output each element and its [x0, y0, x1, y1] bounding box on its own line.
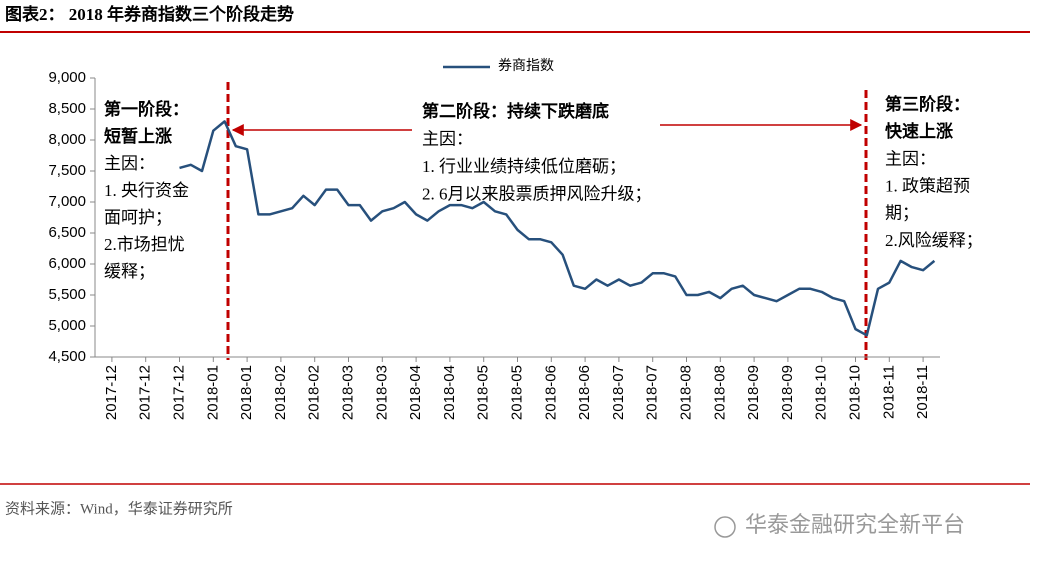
x-tick-label: 2018-10 [846, 365, 863, 420]
x-tick-label: 2018-08 [711, 365, 728, 420]
annotation: 第二阶段：持续下跌磨底 [422, 101, 609, 121]
legend-label: 券商指数 [498, 58, 554, 74]
annotation: 2.市场担忧 [104, 235, 185, 254]
watermark-icon [714, 516, 736, 538]
x-tick-label: 2018-09 [779, 365, 796, 420]
x-tick-label: 2018-02 [272, 365, 289, 420]
x-tick-label: 2018-07 [644, 365, 661, 420]
annotation: 主因： [422, 129, 473, 148]
x-tick-label: 2018-01 [238, 365, 255, 420]
x-tick-label: 2018-11 [880, 365, 897, 419]
annotation: 第三阶段： [885, 94, 970, 114]
y-tick-label: 8,500 [48, 100, 86, 117]
y-tick-label: 6,000 [48, 255, 86, 272]
x-tick-label: 2018-01 [204, 365, 221, 420]
x-tick-label: 2017-12 [103, 365, 120, 420]
annotation: 1. 政策超预 [885, 177, 970, 196]
y-tick-label: 7,000 [48, 193, 86, 210]
x-tick-label: 2018-08 [677, 365, 694, 420]
x-tick-label: 2018-02 [306, 365, 323, 420]
x-tick-label: 2018-06 [576, 365, 593, 420]
y-tick-label: 7,500 [48, 162, 86, 179]
x-tick-label: 2018-09 [745, 365, 762, 420]
x-tick-label: 2018-07 [610, 365, 627, 420]
annotation: 2. 6月以来股票质押风险升级； [422, 184, 652, 203]
y-tick-label: 9,000 [48, 69, 86, 86]
x-tick-label: 2018-03 [373, 365, 390, 420]
annotation: 2.风险缓释； [885, 231, 983, 250]
y-tick-label: 5,500 [48, 286, 86, 303]
x-tick-label: 2018-04 [407, 365, 424, 420]
annotation: 1. 行业业绩持续低位磨砺； [422, 157, 626, 176]
annotation: 主因： [885, 149, 936, 168]
annotation: 主因： [104, 154, 155, 173]
x-tick-label: 2017-12 [170, 365, 187, 420]
x-tick-label: 2017-12 [137, 365, 154, 420]
y-tick-label: 4,500 [48, 348, 86, 365]
y-tick-label: 6,500 [48, 224, 86, 241]
x-tick-label: 2018-04 [441, 365, 458, 420]
x-tick-label: 2018-03 [339, 365, 356, 420]
y-tick-label: 8,000 [48, 131, 86, 148]
x-tick-label: 2018-11 [914, 365, 931, 419]
x-tick-label: 2018-05 [475, 365, 492, 420]
watermark: 华泰金融研究全新平台 [745, 512, 965, 537]
y-tick-label: 5,000 [48, 317, 86, 334]
annotation: 面呵护； [104, 208, 172, 227]
annotation: 第一阶段： [104, 99, 189, 119]
annotation: 快速上涨 [885, 121, 953, 141]
annotation: 短暂上涨 [104, 126, 172, 146]
source: 资料来源：Wind，华泰证券研究所 [5, 500, 233, 517]
x-tick-label: 2018-05 [508, 365, 525, 420]
x-tick-label: 2018-10 [813, 365, 830, 420]
annotation: 期； [885, 204, 919, 223]
series-line [179, 120, 936, 337]
x-tick-label: 2018-06 [542, 365, 559, 420]
annotation: 缓释； [104, 262, 155, 281]
chart-title: 图表2： 2018 年券商指数三个阶段走势 [5, 4, 294, 24]
annotation: 1. 央行资金 [104, 181, 189, 200]
